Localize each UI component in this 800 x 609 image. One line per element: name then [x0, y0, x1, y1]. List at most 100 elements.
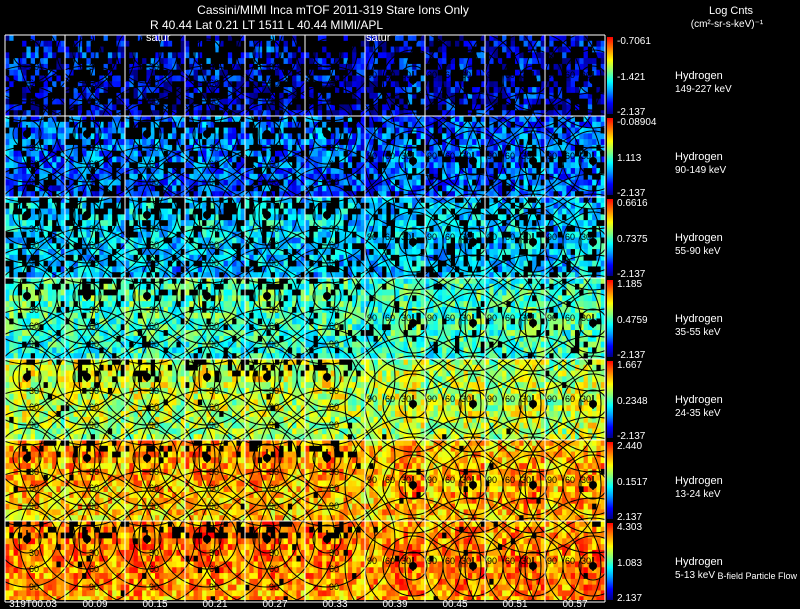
- heat-cell: [185, 46, 190, 53]
- heat-cell: [365, 168, 370, 175]
- heat-cell: [163, 191, 169, 198]
- heat-cell: [215, 81, 220, 88]
- heat-cell: [257, 133, 263, 140]
- heat-cell: [197, 179, 203, 186]
- heat-cell: [270, 98, 276, 105]
- heat-cell: [416, 179, 422, 186]
- heat-cell: [236, 35, 242, 42]
- heat-cell: [296, 243, 302, 250]
- heat-cell: [167, 98, 173, 105]
- heat-cell: [459, 63, 464, 71]
- heat-cell: [30, 87, 36, 94]
- heat-cell: [403, 133, 409, 140]
- heat-cell: [155, 197, 160, 204]
- heat-cell: [317, 139, 323, 146]
- heat-cell: [5, 260, 10, 267]
- heat-cell: [330, 52, 336, 59]
- heat-cell: [596, 69, 602, 76]
- heat-cell: [279, 63, 284, 71]
- heat-cell: [429, 40, 434, 47]
- heat-cell: [360, 35, 366, 42]
- heat-cell: [305, 52, 310, 59]
- heat-cell: [335, 133, 340, 140]
- heat-cell: [65, 35, 70, 42]
- heat-cell: [163, 110, 169, 117]
- heat-cell: [103, 133, 109, 140]
- heat-cell: [360, 127, 366, 134]
- heat-cell: [275, 150, 280, 157]
- heat-cell: [300, 168, 306, 175]
- heat-cell: [433, 104, 439, 111]
- heat-cell: [305, 92, 310, 100]
- heat-cell: [455, 35, 460, 42]
- heat-cell: [437, 104, 443, 111]
- heat-cell: [35, 110, 40, 117]
- heat-cell: [232, 52, 237, 59]
- heat-cell: [425, 179, 430, 186]
- heat-cell: [189, 168, 194, 175]
- heat-cell: [257, 75, 263, 82]
- heat-cell: [30, 110, 36, 117]
- heat-cell: [99, 150, 104, 157]
- heat-cell: [557, 35, 563, 42]
- heat-cell: [416, 127, 422, 134]
- heat-cell: [287, 116, 293, 123]
- heat-cell: [373, 87, 379, 94]
- heat-cell: [386, 121, 392, 128]
- heat-cell: [313, 87, 319, 94]
- heat-cell: [365, 35, 370, 42]
- heat-cell: [120, 35, 126, 42]
- heat-cell: [360, 75, 366, 82]
- heat-cell: [257, 52, 263, 59]
- heat-cell: [86, 139, 92, 146]
- heat-cell: [515, 46, 520, 53]
- heat-cell: [283, 40, 289, 47]
- heat-cell: [322, 110, 327, 117]
- heat-cell: [163, 69, 169, 76]
- heat-cell: [309, 150, 314, 157]
- heat-cell: [77, 156, 83, 163]
- heat-cell: [185, 110, 190, 117]
- heat-cell: [82, 116, 87, 123]
- heat-cell: [407, 150, 413, 157]
- heat-cell: [206, 173, 212, 181]
- heat-cell: [489, 110, 494, 117]
- heat-cell: [13, 75, 19, 82]
- heat-cell: [502, 127, 507, 134]
- heat-cell: [249, 40, 254, 47]
- heat-cell: [356, 104, 362, 111]
- heat-cell: [279, 46, 284, 53]
- heat-cell: [112, 191, 117, 198]
- heat-cell: [373, 69, 379, 76]
- heat-cell: [407, 52, 413, 59]
- heat-cell: [193, 197, 199, 204]
- heat-cell: [536, 52, 542, 59]
- heat-cell: [47, 58, 53, 65]
- heat-cell: [167, 185, 173, 192]
- heat-cell: [446, 110, 452, 117]
- heat-cell: [215, 191, 220, 198]
- heat-cell: [116, 92, 122, 100]
- heat-cell: [60, 150, 66, 157]
- heat-cell: [107, 46, 113, 53]
- heat-cell: [13, 46, 19, 53]
- heat-cell: [240, 63, 246, 71]
- heat-cell: [390, 69, 396, 76]
- heat-cell: [296, 35, 302, 42]
- heat-cell: [9, 231, 14, 238]
- heat-cell: [446, 69, 452, 76]
- heat-cell: [287, 139, 293, 146]
- heat-cell: [579, 58, 584, 65]
- heat-cell: [536, 40, 542, 47]
- heat-cell: [347, 81, 353, 88]
- heat-cell: [227, 69, 233, 76]
- heat-cell: [129, 121, 134, 128]
- heat-cell: [185, 69, 190, 76]
- heat-cell: [223, 260, 229, 267]
- heat-cell: [300, 185, 306, 192]
- heat-cell: [159, 46, 164, 53]
- heat-cell: [262, 173, 267, 181]
- heat-cell: [442, 46, 447, 53]
- heat-cell: [236, 52, 242, 59]
- heat-cell: [65, 127, 70, 134]
